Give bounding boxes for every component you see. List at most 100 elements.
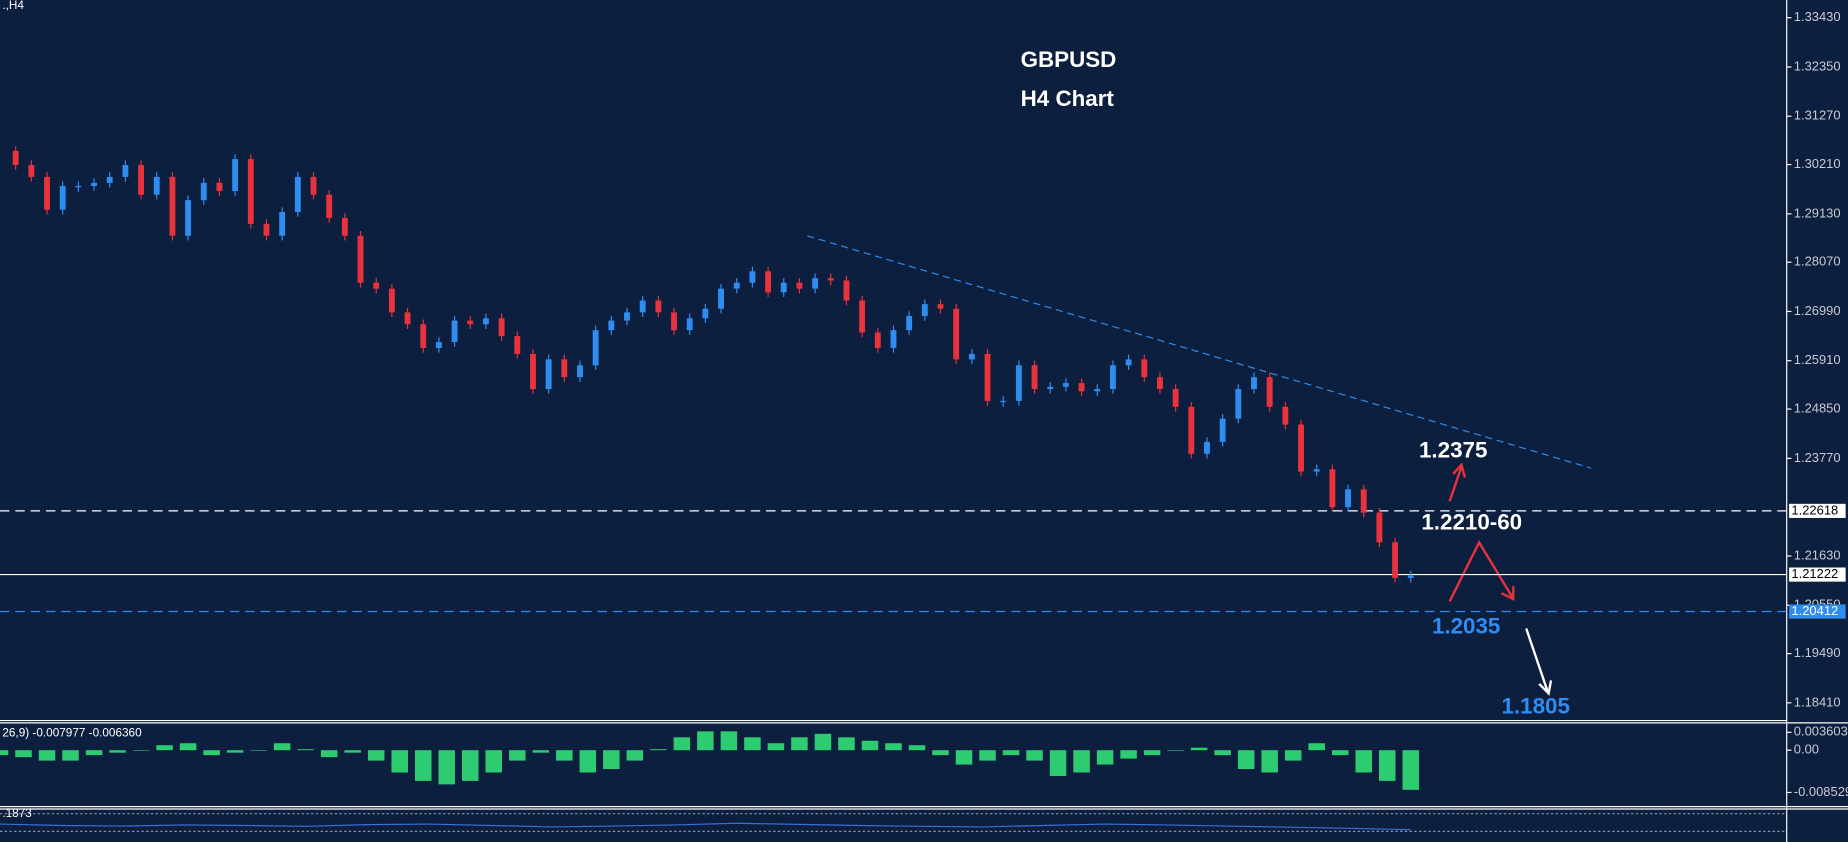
- candle-body: [1298, 424, 1304, 472]
- candle-body: [341, 217, 348, 236]
- macd-bar: [556, 750, 573, 761]
- candle-body: [467, 320, 474, 325]
- candle-body: [1000, 400, 1007, 403]
- macd-tick-label: 0.003603: [1794, 724, 1848, 739]
- candle-body: [874, 332, 881, 348]
- candle-body: [1204, 441, 1210, 454]
- macd-bar: [767, 743, 785, 751]
- macd-bar: [1143, 750, 1161, 756]
- candle-body: [624, 312, 630, 321]
- candle-body: [1282, 406, 1289, 425]
- candle-body: [216, 182, 223, 192]
- macd-bar: [603, 750, 620, 770]
- annotation: 1.2035: [1432, 613, 1500, 638]
- candle-body: [1251, 377, 1257, 390]
- level-label-box: [1789, 567, 1846, 582]
- level-label: 1.22618: [1791, 502, 1838, 517]
- candle-body: [937, 304, 944, 309]
- y-tick-label: 1.32350: [1794, 58, 1841, 73]
- candle-body: [608, 320, 615, 331]
- candle-body: [247, 159, 254, 224]
- macd-bar: [391, 750, 408, 773]
- candle-body: [1125, 359, 1132, 366]
- macd-bar: [85, 750, 103, 756]
- candle-body: [1141, 359, 1148, 378]
- candle-body: [639, 300, 646, 313]
- macd-bar: [1308, 743, 1325, 751]
- macd-bar: [908, 745, 926, 751]
- arrow-bounce: [1448, 540, 1515, 602]
- candle-body: [1360, 489, 1367, 513]
- macd-bar: [414, 750, 432, 781]
- candle-body: [765, 271, 772, 293]
- candle-body: [279, 212, 286, 236]
- candle-body: [921, 304, 928, 317]
- candle-body: [373, 282, 380, 289]
- candle-body: [1329, 469, 1336, 508]
- macd-bar: [109, 750, 126, 753]
- macd-bar: [1049, 750, 1067, 776]
- candle-body: [482, 318, 489, 325]
- macd-bar: [838, 737, 855, 751]
- macd-bar: [62, 750, 79, 761]
- macd-bar: [720, 731, 738, 751]
- level-label-box: [1789, 503, 1846, 518]
- macd-bar: [697, 731, 714, 751]
- candle-body: [953, 308, 960, 360]
- candle-body: [890, 330, 897, 348]
- candle-body: [1407, 575, 1414, 578]
- macd-bar: [979, 750, 996, 761]
- macd-bar: [438, 750, 455, 785]
- candle-body: [106, 176, 113, 183]
- macd-bar: [861, 740, 879, 751]
- y-tick-label: 1.19490: [1794, 645, 1841, 660]
- candle-body: [561, 359, 568, 378]
- macd-bar: [1378, 750, 1396, 781]
- candle-body: [451, 320, 458, 343]
- macd-bar: [38, 750, 56, 761]
- candle-body: [326, 194, 333, 218]
- candle-body: [1376, 512, 1383, 543]
- y-tick-label: 1.24850: [1794, 400, 1841, 415]
- chart-subtitle: H4 Chart: [1021, 86, 1115, 111]
- candle-body: [435, 342, 442, 348]
- candle-body: [514, 336, 521, 354]
- candle-body: [812, 278, 819, 289]
- macd-bar: [814, 733, 832, 751]
- macd-bar: [485, 750, 503, 773]
- candle-body: [294, 176, 301, 213]
- macd-bar: [1261, 750, 1278, 773]
- candle-body: [906, 316, 913, 331]
- annotation: 1.2210-60: [1421, 510, 1522, 535]
- macd-bar: [226, 750, 244, 753]
- macd-bar: [1284, 750, 1302, 761]
- candle-body: [28, 165, 35, 177]
- level-label-box: [1789, 604, 1846, 619]
- y-tick-label: 1.25910: [1794, 352, 1841, 367]
- annotation: 1.2375: [1419, 438, 1487, 463]
- macd-bar: [1026, 750, 1043, 761]
- candle-body: [169, 176, 176, 236]
- macd-bar: [367, 750, 385, 761]
- macd-bar: [1120, 750, 1137, 759]
- macd-bar: [532, 750, 550, 753]
- candle-body: [153, 176, 160, 195]
- candle-body: [420, 324, 427, 348]
- candle-body: [686, 318, 693, 331]
- macd-bar: [791, 737, 808, 751]
- macd-bar: [0, 750, 9, 756]
- osc-label: .1873: [2, 807, 32, 820]
- candle-body: [59, 186, 66, 210]
- candle-body: [1157, 377, 1163, 390]
- macd-bar: [885, 743, 902, 751]
- macd-label: 26,9) -0.007977 -0.006360: [2, 727, 142, 740]
- candle-body: [749, 271, 756, 283]
- macd-bar: [955, 750, 973, 765]
- macd-bar: [1355, 750, 1372, 773]
- candle-body: [91, 182, 97, 187]
- y-tick-label: 1.30210: [1794, 156, 1841, 171]
- candle-body: [1188, 406, 1195, 454]
- y-tick-label: 1.29130: [1794, 205, 1841, 220]
